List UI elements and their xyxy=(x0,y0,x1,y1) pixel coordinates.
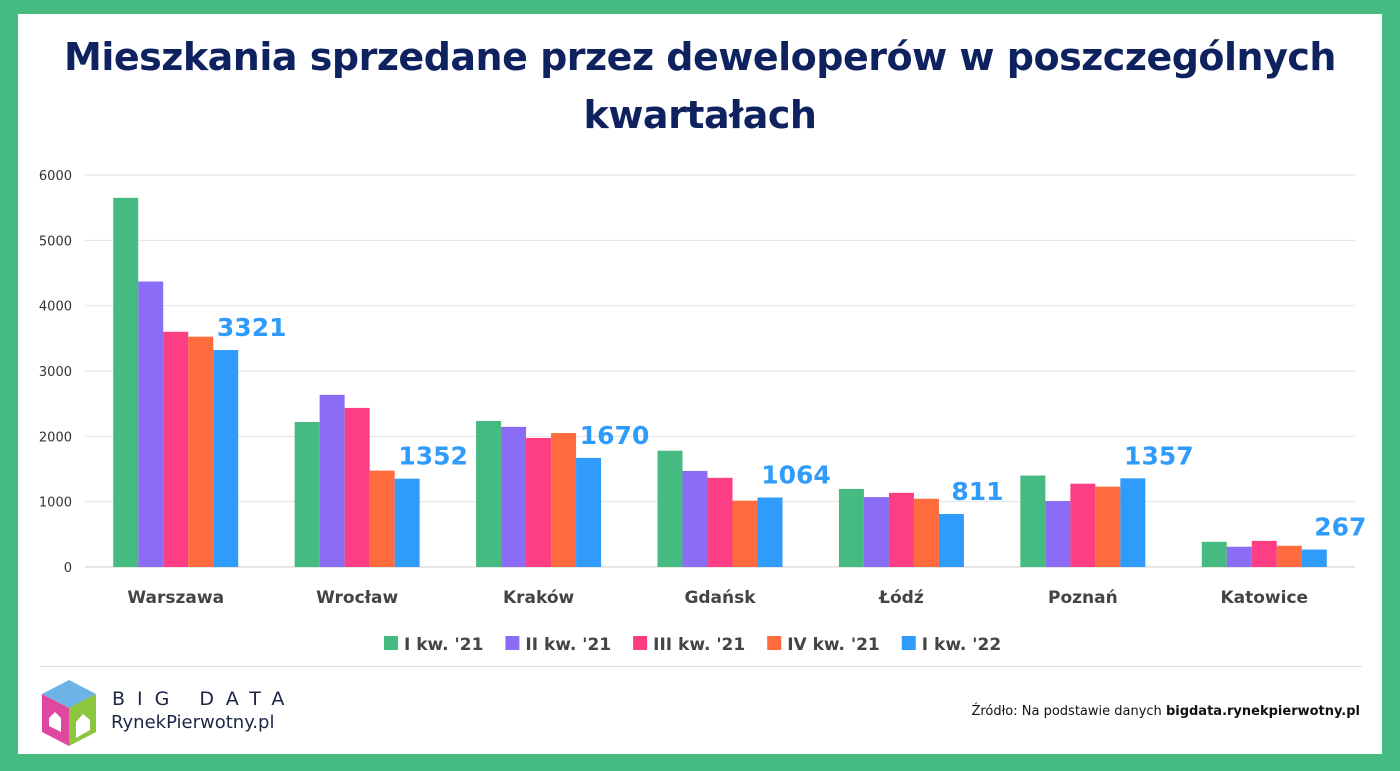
bar xyxy=(369,470,395,567)
y-tick-label: 2000 xyxy=(39,430,72,445)
data-label: 267 xyxy=(1314,513,1366,542)
brand-big-data: BIG DATA xyxy=(112,688,297,710)
bar xyxy=(1020,475,1046,567)
bar xyxy=(138,281,164,567)
bar xyxy=(576,457,602,567)
chart-title: Mieszkania sprzedane przez deweloperów w… xyxy=(64,35,1336,137)
legend-label: III kw. '21 xyxy=(653,635,745,655)
bar xyxy=(913,498,939,567)
card xyxy=(18,14,1382,754)
bar xyxy=(344,407,370,567)
bar xyxy=(863,497,889,567)
data-label: 811 xyxy=(951,477,1003,506)
bar xyxy=(657,450,683,567)
bar xyxy=(1251,540,1277,567)
x-tick-label: Kraków xyxy=(503,588,575,608)
y-tick-label: 3000 xyxy=(39,365,72,380)
divider xyxy=(40,666,1362,667)
y-tick-label: 0 xyxy=(64,561,72,576)
bar xyxy=(1201,541,1227,567)
bar xyxy=(1070,483,1096,567)
data-label: 1670 xyxy=(580,421,650,450)
cube-logo-icon xyxy=(42,680,96,746)
bar xyxy=(113,197,139,567)
bar xyxy=(188,336,214,567)
bar xyxy=(394,478,420,567)
bar xyxy=(294,421,320,567)
bar xyxy=(319,394,345,567)
bar xyxy=(682,470,708,567)
legend-label: II kw. '21 xyxy=(525,635,611,655)
bar xyxy=(1095,486,1121,567)
legend-swatch xyxy=(384,636,398,650)
bar xyxy=(501,426,527,567)
x-tick-label: Poznań xyxy=(1048,588,1118,608)
legend-swatch xyxy=(633,636,648,650)
bar xyxy=(551,433,577,567)
data-label: 3321 xyxy=(217,313,287,342)
source-note: Źródło: Na podstawie danych bigdata.ryne… xyxy=(971,704,1360,719)
y-tick-label: 6000 xyxy=(39,169,72,184)
legend-swatch xyxy=(505,636,520,650)
bar xyxy=(1301,549,1327,567)
bar xyxy=(476,420,502,567)
source-prefix: Źródło: Na podstawie danych xyxy=(971,704,1166,719)
bar xyxy=(707,477,733,567)
x-tick-label: Wrocław xyxy=(316,588,398,608)
bar xyxy=(1045,501,1071,567)
bar xyxy=(163,331,189,567)
data-label: 1064 xyxy=(761,460,831,489)
x-tick-label: Łódź xyxy=(878,588,924,608)
legend-swatch xyxy=(767,636,782,650)
bar xyxy=(213,350,239,567)
y-tick-label: 1000 xyxy=(39,496,72,511)
bar xyxy=(1120,478,1146,567)
legend-label: I kw. '21 xyxy=(404,635,483,655)
legend-swatch xyxy=(901,636,916,650)
bar xyxy=(526,437,552,567)
legend-label: IV kw. '21 xyxy=(787,635,880,655)
bar xyxy=(888,492,914,567)
bar xyxy=(938,514,964,567)
bar xyxy=(732,500,758,567)
source-link: bigdata.rynekpierwotny.pl xyxy=(1165,704,1360,719)
bar xyxy=(838,488,864,567)
bar xyxy=(1276,545,1302,567)
data-label: 1357 xyxy=(1124,441,1194,470)
x-tick-label: Gdańsk xyxy=(684,588,756,608)
x-tick-label: Katowice xyxy=(1220,588,1308,608)
y-tick-label: 4000 xyxy=(39,300,72,315)
data-label: 1352 xyxy=(398,442,468,471)
bar xyxy=(1226,546,1252,567)
bar xyxy=(757,497,783,567)
y-tick-label: 5000 xyxy=(39,234,72,249)
legend-label: I kw. '22 xyxy=(922,635,1001,655)
x-tick-label: Warszawa xyxy=(127,588,224,608)
brand-name: RynekPierwotny.pl xyxy=(111,712,275,733)
